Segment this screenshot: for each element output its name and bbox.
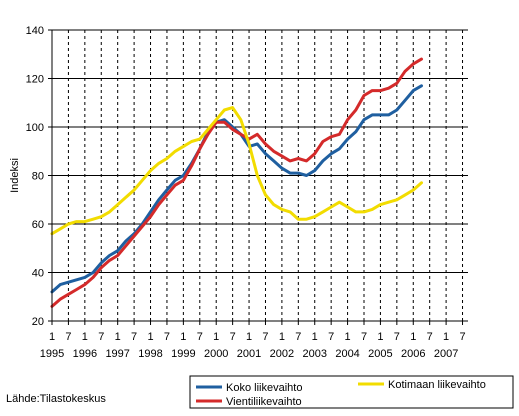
y-tick-label: 80 — [32, 171, 44, 183]
legend-label: Vientiliikevaihto — [226, 396, 302, 408]
x-tick-year-label: 2002 — [270, 348, 294, 360]
x-tick-month-label: 1 — [49, 331, 55, 343]
series-line — [50, 57, 423, 308]
x-tick-month-label: 1 — [180, 331, 186, 343]
x-tick-month-label: 7 — [197, 331, 203, 343]
x-tick-month-label: 1 — [377, 331, 383, 343]
x-tick-year-label: 2004 — [335, 348, 359, 360]
x-tick-year-label: 2000 — [204, 348, 228, 360]
x-tick-month-label: 7 — [459, 331, 465, 343]
axes — [48, 29, 468, 325]
x-tick-year-label: 1998 — [138, 348, 162, 360]
series-line — [50, 106, 423, 236]
x-tick-year-label: 2007 — [434, 348, 458, 360]
x-tick-month-label: 1 — [345, 331, 351, 343]
x-tick-month-label: 7 — [394, 331, 400, 343]
x-tick-month-label: 7 — [262, 331, 268, 343]
source-note: Lähde:Tilastokeskus — [6, 393, 106, 405]
x-tick-year-label: 2001 — [237, 348, 261, 360]
y-tick-label: 60 — [32, 219, 44, 231]
x-tick-month-label: 7 — [131, 331, 137, 343]
legend: Koko liikevaihto Vientiliikevaihto Kotimaa… — [189, 375, 514, 409]
y-axis-label: Indeksi — [9, 158, 21, 193]
x-tick-month-label: 7 — [164, 331, 170, 343]
x-tick-month-label: 1 — [147, 331, 153, 343]
series-lines — [50, 57, 423, 308]
x-tick-month-label: 7 — [295, 331, 301, 343]
legend-label: Koko liikevaihto — [226, 382, 302, 394]
x-tick-month-label: 7 — [98, 331, 104, 343]
x-tick-month-label: 7 — [427, 331, 433, 343]
x-tick-year-label: 1997 — [105, 348, 129, 360]
x-tick-month-label: 7 — [361, 331, 367, 343]
x-tick-month-label: 7 — [65, 331, 71, 343]
x-tick-month-label: 1 — [312, 331, 318, 343]
y-tick-labels: 20 40 60 80 100 120 140 — [26, 25, 44, 328]
legend-box — [189, 375, 514, 409]
y-tick-label: 100 — [26, 122, 44, 134]
x-tick-month-label: 1 — [82, 331, 88, 343]
y-tick-label: 120 — [26, 74, 44, 86]
x-tick-year-label: 2003 — [302, 348, 326, 360]
x-tick-month-label: 1 — [213, 331, 219, 343]
x-tick-year-label: 1996 — [73, 348, 97, 360]
x-tick-month-label: 7 — [328, 331, 334, 343]
x-tick-year-label: 2006 — [401, 348, 425, 360]
x-tick-month-label: 1 — [246, 331, 252, 343]
x-tick-year-label: 1999 — [171, 348, 195, 360]
x-tick-year-label: 2005 — [368, 348, 392, 360]
x-tick-month-label: 1 — [115, 331, 121, 343]
x-tick-month-label: 7 — [230, 331, 236, 343]
y-tick-label: 40 — [32, 268, 44, 280]
grid — [52, 29, 468, 321]
legend-label: Kotimaan liikevaihto — [388, 379, 486, 391]
x-tick-month-label: 1 — [410, 331, 416, 343]
x-tick-year-label: 1995 — [40, 348, 64, 360]
y-tick-label: 20 — [32, 316, 44, 328]
x-tick-month-label: 1 — [443, 331, 449, 343]
y-tick-label: 140 — [26, 25, 44, 37]
x-tick-month-label: 1 — [279, 331, 285, 343]
